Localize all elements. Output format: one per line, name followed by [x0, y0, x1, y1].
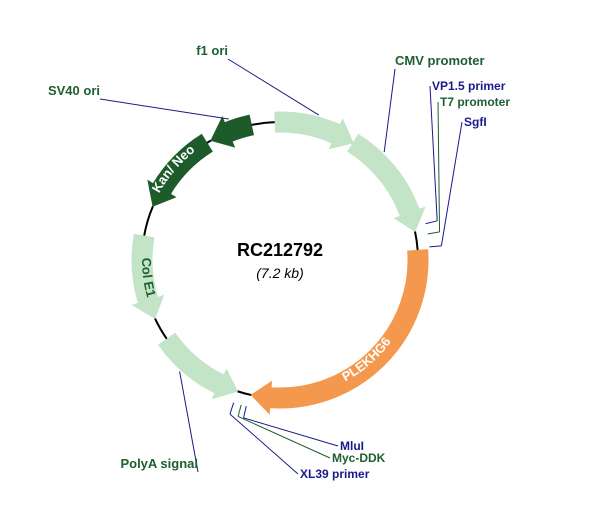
feature-sv40 [211, 115, 253, 147]
feature-label-polyA: PolyA signal [120, 456, 198, 471]
backbone-arc [237, 391, 251, 395]
tick-mluI [244, 406, 247, 418]
feature-polyA [159, 333, 238, 398]
feature-label-cmv: CMV promoter [395, 53, 485, 68]
tick-leader-vp15 [430, 86, 437, 221]
tick-leader-t7 [438, 102, 440, 232]
tick-sgfI [429, 246, 441, 247]
leader-f1ori [228, 59, 319, 115]
plasmid-size: (7.2 kb) [256, 265, 303, 281]
tick-label-sgfI: SgfI [464, 115, 487, 129]
tick-leader-sgfI [441, 122, 462, 246]
feature-label-f1ori: f1 ori [196, 43, 228, 58]
plasmid-map: CMV promoterPLEKHG6PolyA signalCol E1Kan… [0, 0, 600, 512]
feature-label-sv40: SV40 ori [48, 83, 100, 98]
backbone-arc [207, 140, 211, 142]
backbone-arc [415, 231, 418, 250]
backbone-arc [144, 206, 153, 236]
tick-t7 [428, 232, 440, 234]
plasmid-name: RC212792 [237, 240, 323, 260]
feature-kanneo [148, 134, 212, 206]
leader-cmv [384, 69, 395, 152]
tick-label-t7: T7 promoter [440, 95, 510, 109]
leader-sv40 [100, 99, 229, 119]
tick-leader-xl39 [230, 414, 298, 474]
tick-label-xl39: XL39 primer [300, 467, 370, 481]
feature-cmv [348, 134, 425, 231]
tick-leader-myc [238, 416, 330, 458]
tick-myc [238, 405, 241, 417]
tick-label-myc: Myc-DDK [332, 451, 386, 465]
feature-f1ori [275, 112, 353, 149]
tick-leader-mluI [244, 418, 338, 446]
tick-xl39 [230, 403, 234, 414]
tick-vp15 [426, 221, 438, 224]
backbone-arc [251, 122, 275, 125]
backbone-arc [155, 318, 167, 339]
tick-label-vp15: VP1.5 primer [432, 79, 506, 93]
